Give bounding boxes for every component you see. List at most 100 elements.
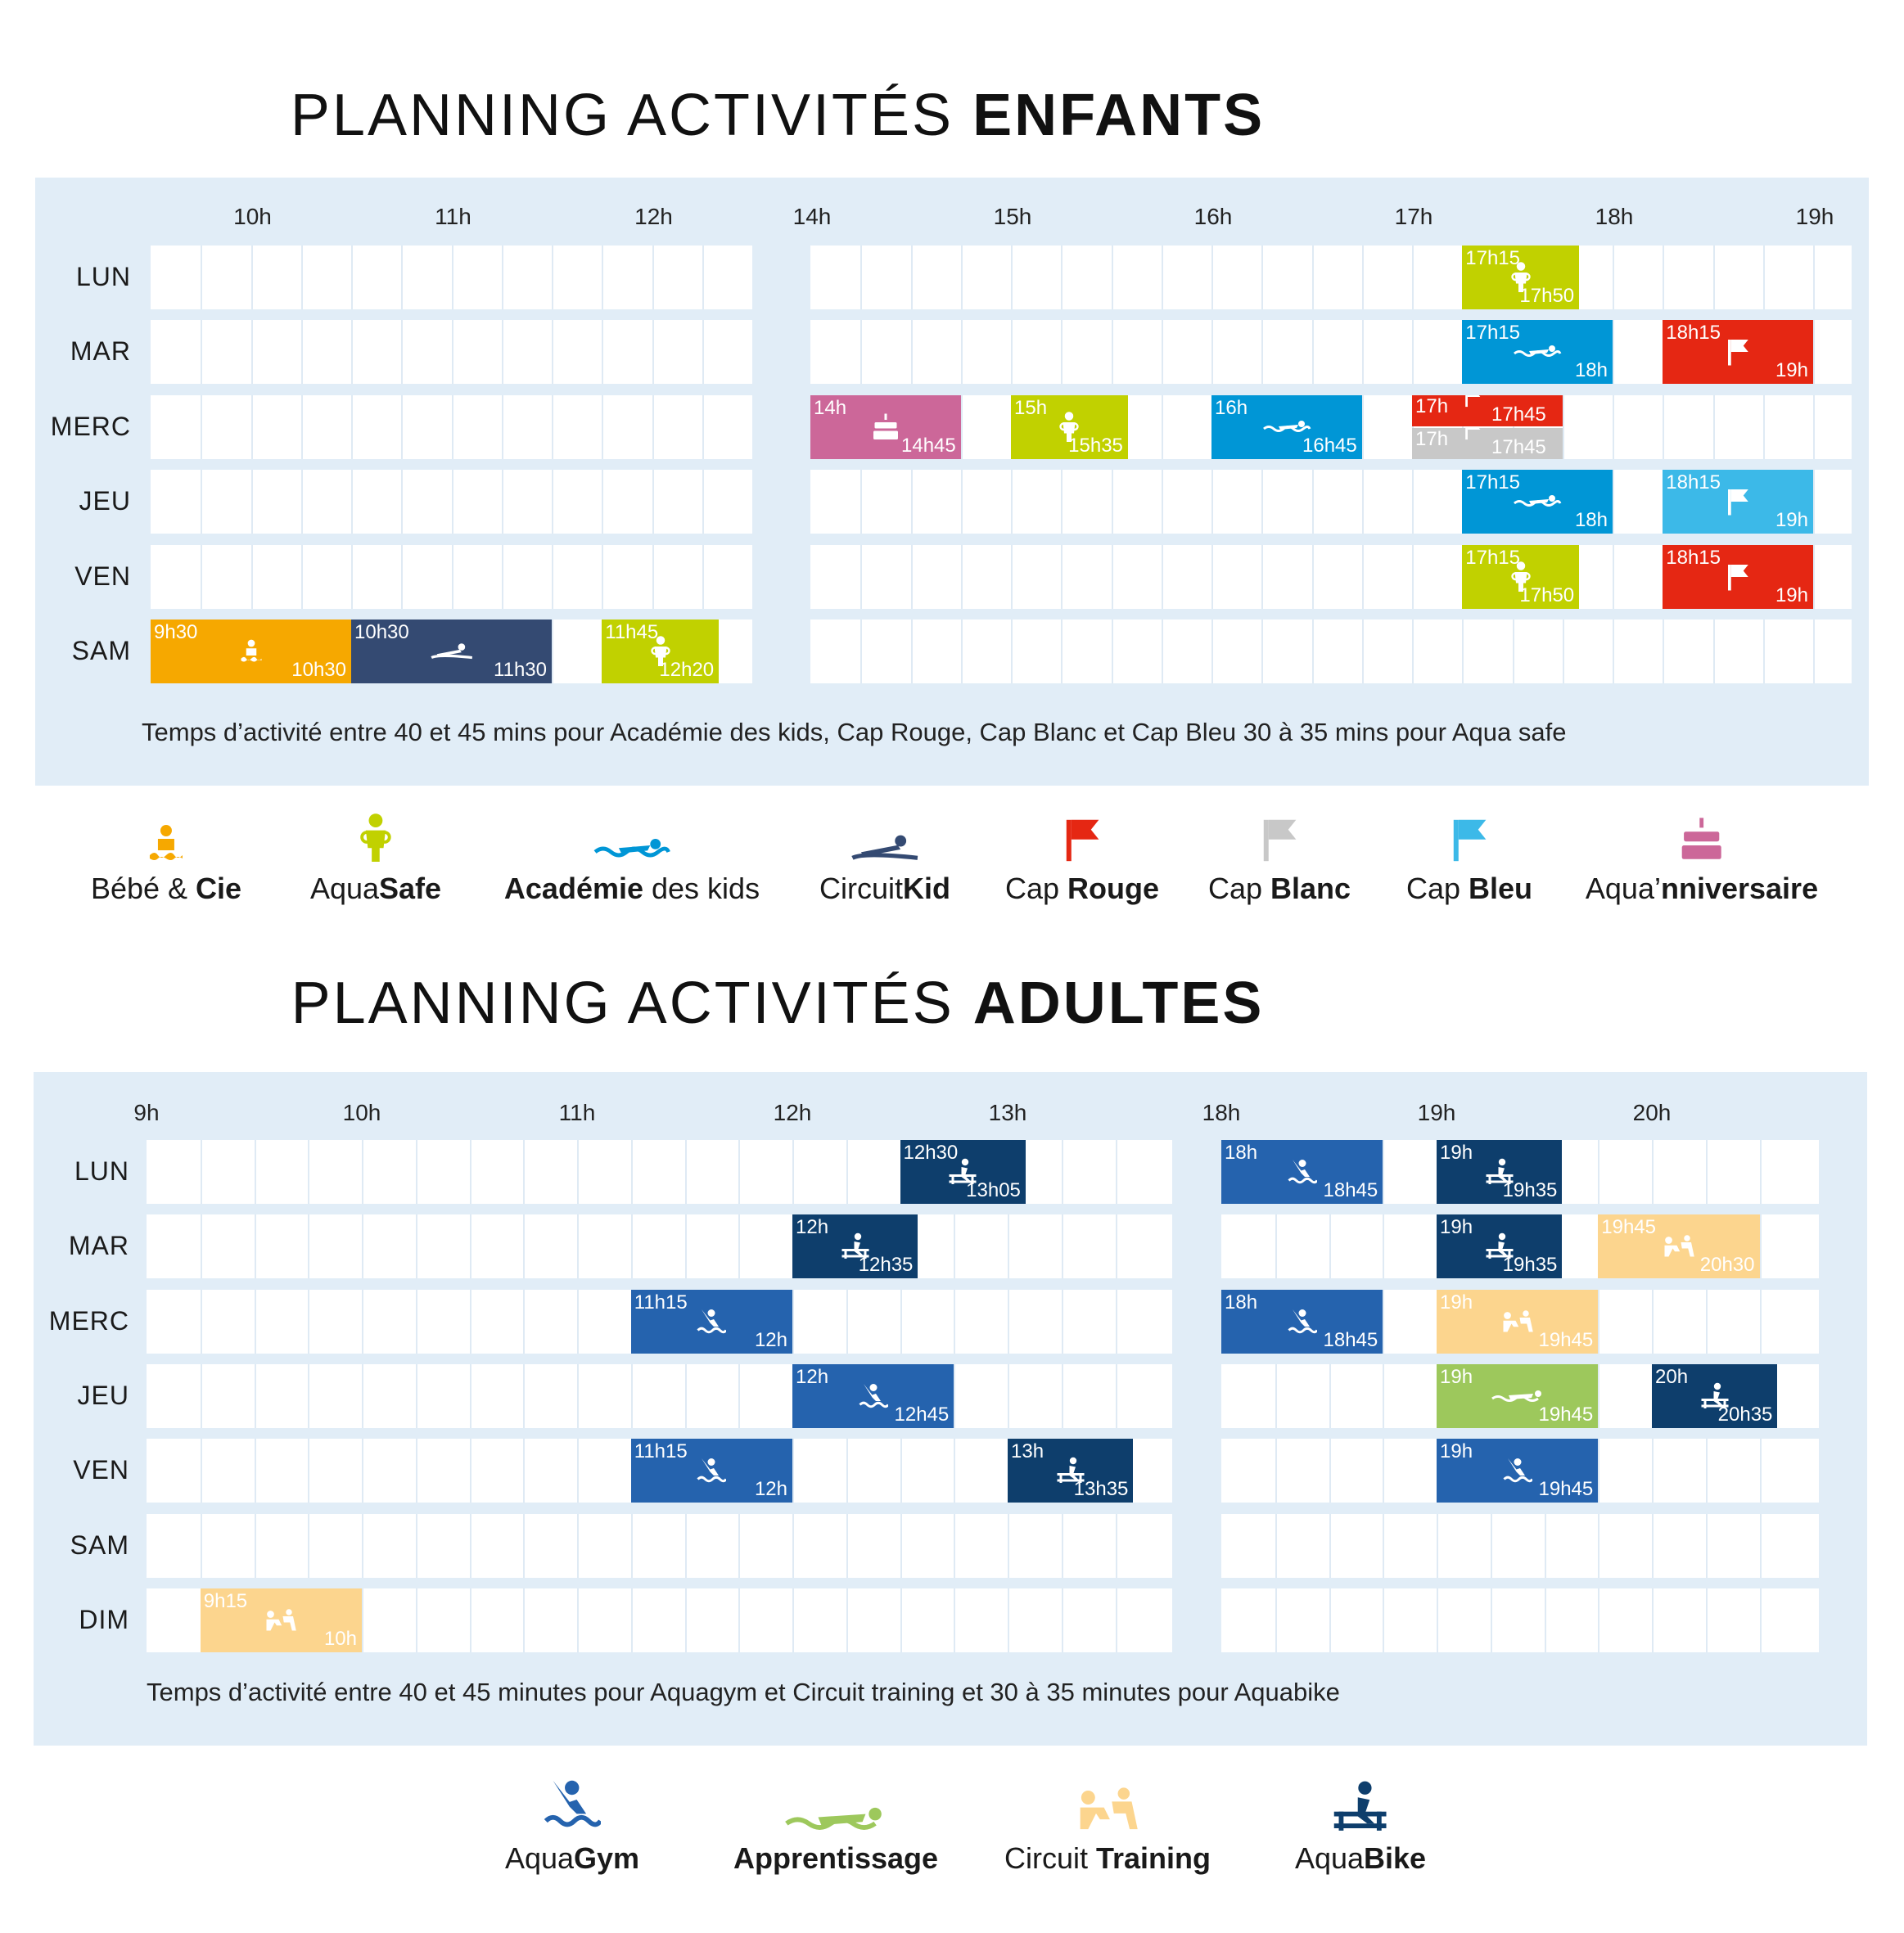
adults-title-bold: ADULTES — [972, 971, 1265, 1036]
legend-caprouge: Cap Rouge — [1005, 806, 1159, 906]
session-academie[interactable]: 17h15 18h — [1462, 470, 1613, 534]
adults-title: PLANNING ACTIVITÉS ADULTES — [0, 970, 1555, 1037]
session-circuitkid[interactable]: 10h30 11h30 — [351, 620, 552, 683]
legend-academie: Académie des kids — [504, 806, 760, 906]
hour-label-19h: 19h — [1417, 1100, 1456, 1125]
session-capbleu[interactable]: 18h15 19h — [1663, 470, 1813, 534]
session-end-time: 13h05 — [966, 1179, 1021, 1201]
session-circuit[interactable]: 19h 19h45 — [1437, 1289, 1599, 1354]
session-caprouge[interactable]: 18h15 19h — [1663, 320, 1813, 385]
session-aquagym[interactable]: 19h 19h45 — [1437, 1439, 1599, 1503]
day-label-ven: VEN — [73, 1455, 129, 1485]
session-aquabike[interactable]: 12h 12h35 — [792, 1214, 918, 1279]
session-start-time: 17h15 — [1465, 322, 1520, 345]
session-aquagym[interactable]: 12h 12h45 — [792, 1363, 954, 1428]
session-start-time: 18h15 — [1666, 546, 1721, 569]
session-aquabike[interactable]: 19h 19h35 — [1437, 1214, 1563, 1279]
hour-label-18h: 18h — [1595, 204, 1634, 229]
session-aquagym[interactable]: 11h15 12h — [630, 1439, 792, 1503]
session-circuit[interactable]: 9h15 10h — [200, 1588, 362, 1652]
session-aquasafe[interactable]: 17h15 17h50 — [1462, 246, 1580, 309]
session-circuit[interactable]: 19h45 20h30 — [1598, 1214, 1760, 1279]
session-start-time: 16h — [1215, 396, 1248, 419]
session-academie[interactable]: 17h15 18h — [1462, 320, 1613, 385]
legend-anniv: Aqua’nniversaire — [1586, 806, 1818, 906]
legend-label: AquaGym — [504, 1841, 640, 1875]
session-start-time: 18h — [1225, 1291, 1258, 1313]
session-end-time: 18h — [1574, 359, 1608, 382]
session-end-time: 19h — [1775, 359, 1808, 382]
hour-label-15h: 15h — [993, 204, 1032, 229]
session-aquagym[interactable]: 18h 18h45 — [1221, 1140, 1383, 1204]
session-end-time: 12h45 — [894, 1403, 950, 1426]
flag-icon — [1208, 806, 1351, 863]
session-aquabike[interactable]: 13h 13h35 — [1008, 1439, 1134, 1503]
day-label-lun: LUN — [74, 1156, 129, 1186]
session-caprouge[interactable]: 17h 17h45 — [1412, 394, 1563, 426]
aquabike-icon — [1295, 1768, 1426, 1833]
hour-label-19h: 19h — [1795, 204, 1834, 229]
legend-circuit: Circuit Training — [1004, 1768, 1211, 1876]
legend-apprentissage: Apprentissage — [733, 1768, 938, 1876]
session-apprentissage[interactable]: 19h 19h45 — [1437, 1363, 1599, 1428]
hour-label-9h: 9h — [133, 1100, 160, 1125]
legend-label: Cap Rouge — [1004, 872, 1160, 905]
session-end-time: 18h45 — [1323, 1179, 1378, 1201]
session-aquasafe[interactable]: 17h15 17h50 — [1462, 544, 1580, 609]
day-label-dim: DIM — [79, 1604, 129, 1634]
session-start-time: 11h45 — [605, 621, 659, 643]
session-aquabike[interactable]: 12h30 13h05 — [900, 1140, 1026, 1204]
legend-label: AquaSafe — [309, 872, 442, 905]
day-label-jeu: JEU — [77, 1380, 129, 1410]
adults-schedule-panel: Temps d’activité entre 40 et 45 minutes … — [34, 1072, 1867, 1746]
session-capblanc[interactable]: 17h 17h45 — [1412, 427, 1563, 459]
session-start-time: 17h — [1415, 427, 1449, 450]
legend-aquasafe: AquaSafe — [310, 806, 441, 906]
session-aquabike[interactable]: 20h 20h35 — [1652, 1363, 1778, 1428]
session-end-time: 19h45 — [1538, 1478, 1594, 1501]
session-end-time: 12h35 — [858, 1254, 914, 1277]
session-aquabike[interactable]: 19h 19h35 — [1437, 1140, 1563, 1204]
session-start-time: 17h — [1415, 394, 1449, 417]
hour-label-11h: 11h — [558, 1100, 596, 1125]
schedule-row-track — [1221, 1513, 1819, 1578]
legend-aquabike: AquaBike — [1295, 1768, 1426, 1876]
session-start-time: 12h — [796, 1365, 829, 1388]
session-start-time: 9h15 — [203, 1589, 248, 1612]
schedule-row-track — [810, 246, 1852, 309]
session-start-time: 19h — [1440, 1440, 1473, 1463]
session-end-time: 15h35 — [1068, 434, 1123, 457]
aquagym-icon — [505, 1768, 639, 1833]
session-end-time: 17h50 — [1519, 285, 1575, 307]
day-label-lun: LUN — [75, 262, 131, 291]
legend-capblanc: Cap Blanc — [1208, 806, 1351, 906]
session-aquasafe[interactable]: 11h45 12h20 — [602, 620, 720, 683]
schedule-row-track — [151, 320, 752, 385]
hour-label-16h: 16h — [1193, 204, 1233, 229]
session-start-time: 19h — [1440, 1142, 1473, 1164]
hour-label-20h: 20h — [1632, 1100, 1672, 1125]
session-end-time: 19h45 — [1538, 1328, 1594, 1351]
flag-icon — [1406, 806, 1532, 863]
session-aquagym[interactable]: 18h 18h45 — [1221, 1289, 1383, 1354]
flag-icon — [1005, 806, 1159, 863]
session-aquasafe[interactable]: 15h 15h35 — [1011, 394, 1128, 459]
session-start-time: 20h — [1655, 1365, 1689, 1388]
session-anniv[interactable]: 14h 14h45 — [810, 394, 961, 459]
session-end-time: 10h — [323, 1627, 357, 1650]
session-end-time: 17h45 — [1491, 403, 1546, 426]
schedule-row-track — [151, 246, 752, 309]
session-end-time: 14h45 — [901, 434, 956, 457]
hour-label-10h: 10h — [342, 1100, 381, 1125]
day-label-mar: MAR — [70, 336, 131, 367]
session-start-time: 17h15 — [1465, 546, 1520, 569]
session-aquagym[interactable]: 11h15 12h — [630, 1289, 792, 1354]
schedule-row-track — [147, 1363, 1172, 1428]
session-end-time: 19h — [1775, 509, 1808, 532]
session-academie[interactable]: 16h 16h45 — [1211, 394, 1362, 459]
session-bebe[interactable]: 9h30 10h30 — [151, 620, 351, 683]
session-caprouge[interactable]: 18h15 19h — [1663, 544, 1813, 609]
session-start-time: 10h30 — [354, 621, 409, 643]
session-end-time: 11h30 — [494, 659, 547, 681]
kids-title: PLANNING ACTIVITÉS ENFANTS — [0, 82, 1555, 149]
